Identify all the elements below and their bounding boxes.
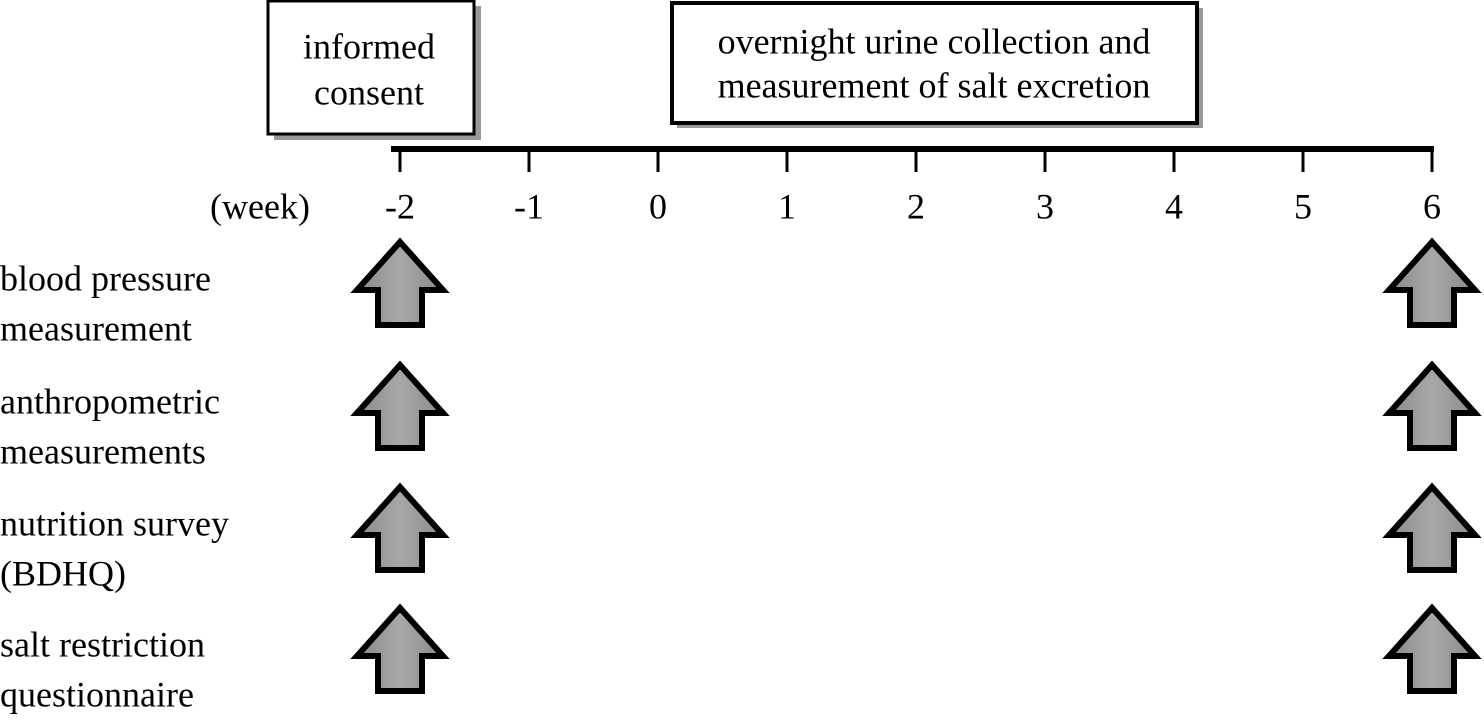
row-label: anthropometric	[0, 381, 220, 421]
tick-label: -1	[514, 186, 544, 226]
axis-unit: (week)	[210, 186, 310, 226]
row-label: questionnaire	[0, 674, 194, 714]
consent-box	[266, 0, 476, 136]
up-arrow	[350, 237, 450, 328]
row-label: (BDHQ)	[0, 553, 126, 593]
tick-label: 5	[1294, 186, 1312, 226]
row-label: nutrition survey	[0, 503, 229, 543]
tick-label: 2	[907, 186, 925, 226]
up-arrow	[1382, 482, 1482, 573]
row-label: blood pressure	[0, 258, 211, 298]
box-text: consent	[314, 72, 424, 112]
tick-label: 6	[1423, 186, 1441, 226]
tick-label: 1	[778, 186, 796, 226]
up-arrow	[1382, 237, 1482, 328]
urine-box	[670, 1, 1199, 125]
up-arrow	[350, 482, 450, 573]
up-arrow	[350, 603, 450, 694]
tick-label: 4	[1165, 186, 1183, 226]
up-arrow	[350, 360, 450, 451]
row-label: salt restriction	[0, 624, 205, 664]
box-text: measurement of salt excretion	[718, 65, 1151, 105]
up-arrow	[1382, 603, 1482, 694]
up-arrow	[1382, 360, 1482, 451]
tick-label: 0	[649, 186, 667, 226]
box-text: overnight urine collection and	[718, 21, 1151, 61]
box-text: informed	[303, 26, 435, 66]
tick-label: 3	[1036, 186, 1054, 226]
tick-label: -2	[385, 186, 415, 226]
row-label: measurements	[0, 431, 206, 471]
row-label: measurement	[0, 308, 192, 348]
